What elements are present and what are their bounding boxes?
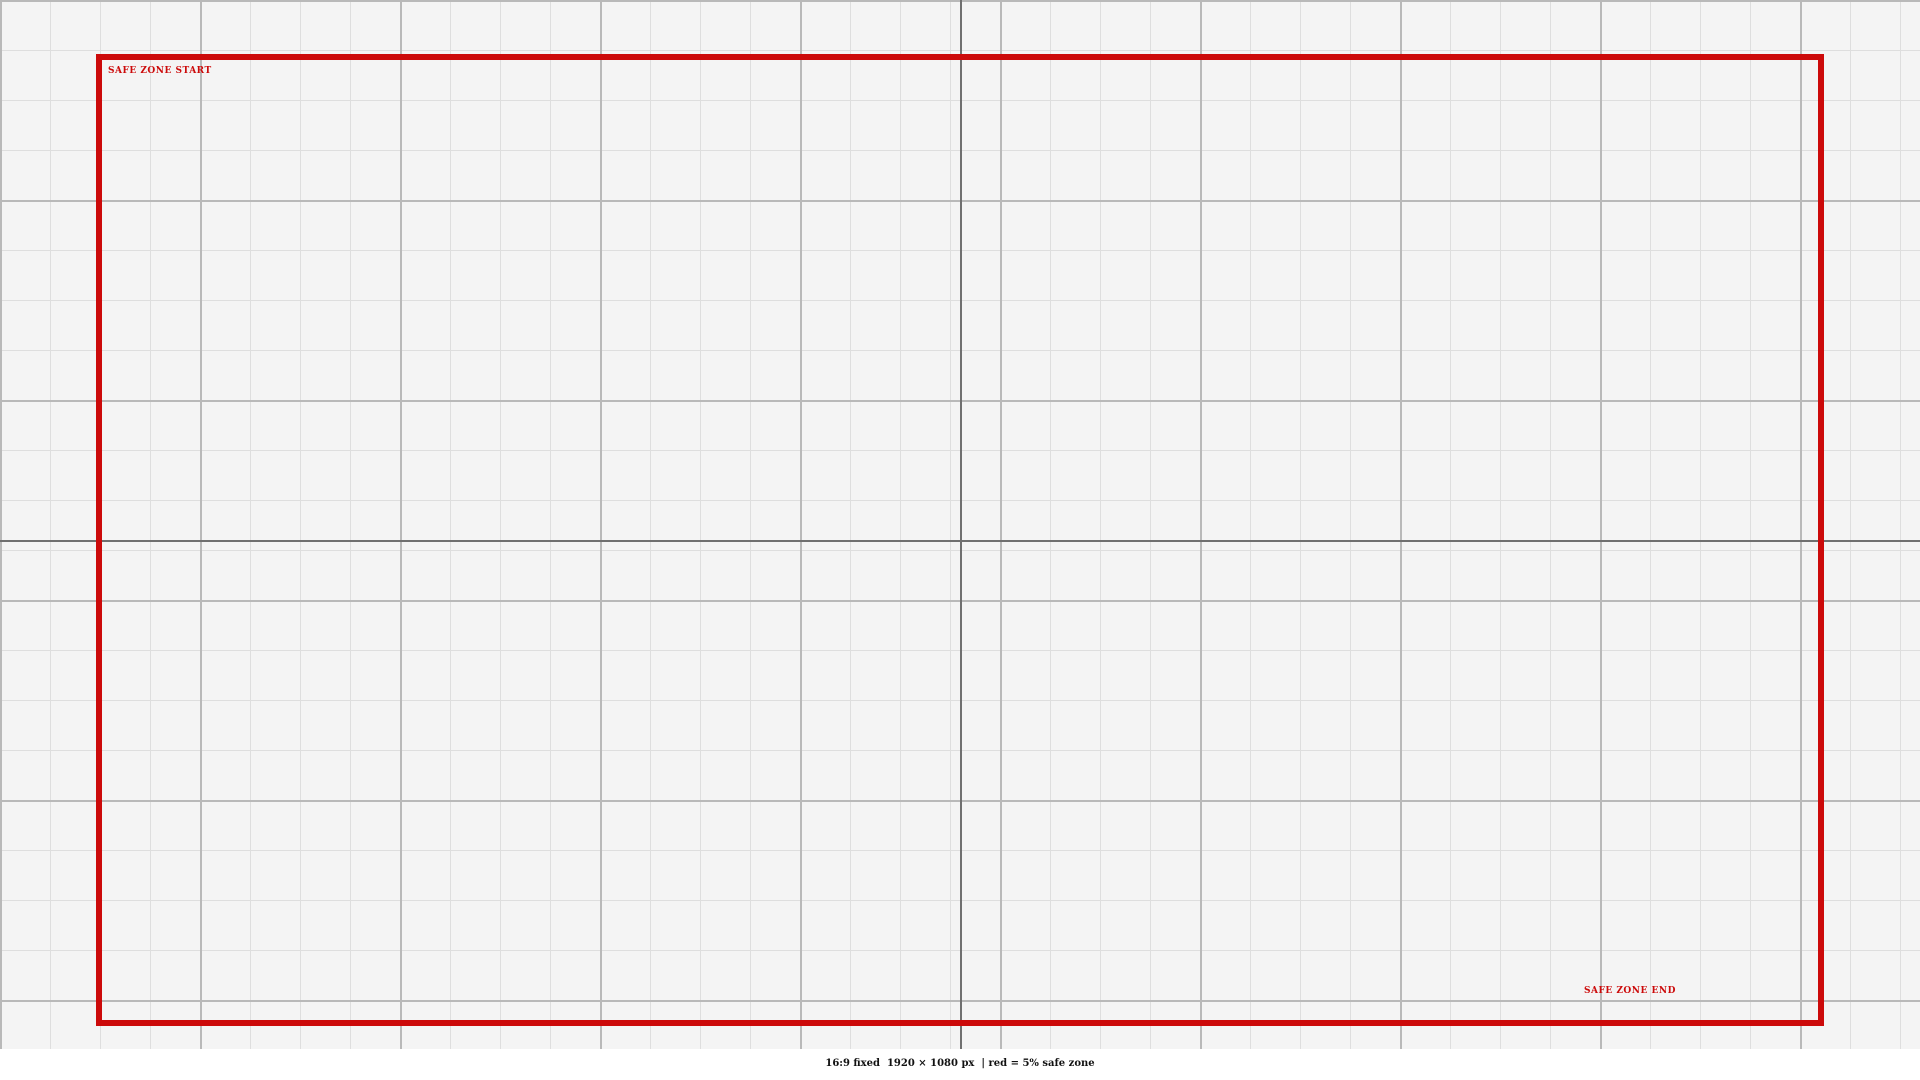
horizontal-center-line [0,540,1920,542]
vertical-center-line [960,0,962,1049]
safe-zone-frame [96,54,1824,1026]
safe-zone-end-label: SAFE ZONE END [1584,986,1676,996]
safe-zone-start-label: SAFE ZONE START [108,66,212,76]
grid-canvas: SAFE ZONE START SAFE ZONE END [0,0,1920,1049]
footer-caption: 16:9 fixed 1920 × 1080 px | red = 5% saf… [825,1058,1095,1069]
